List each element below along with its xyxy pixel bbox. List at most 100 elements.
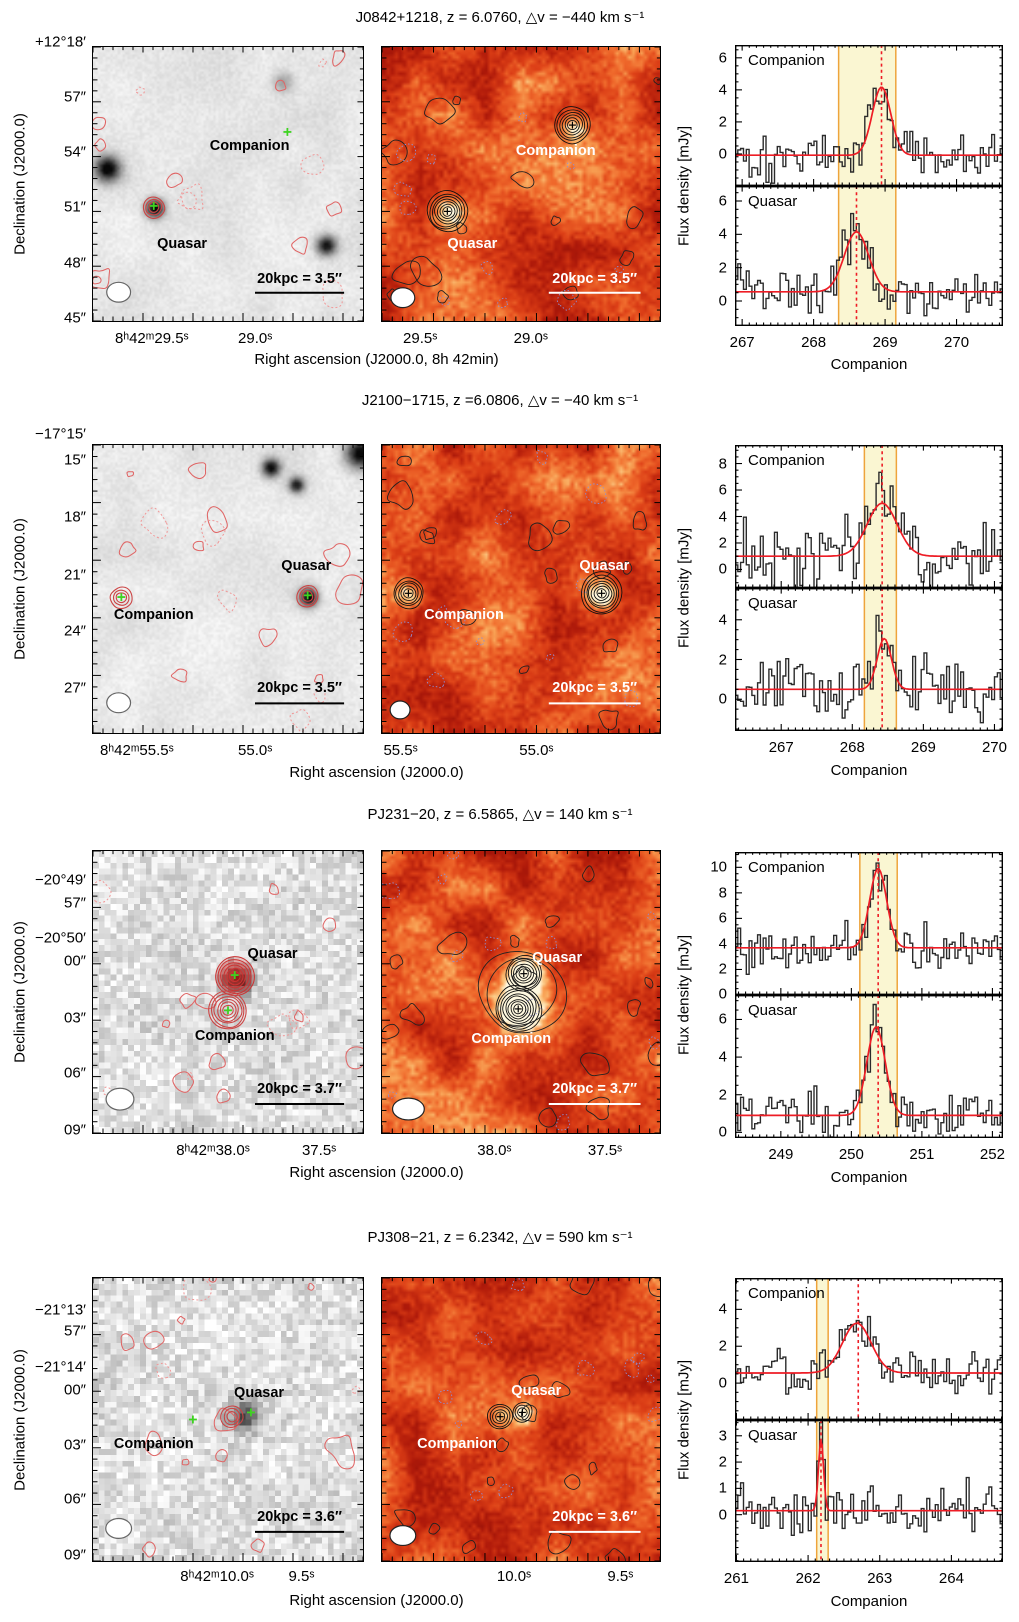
flux-tick-label: 2 (718, 259, 727, 277)
flux-tick-label: 2 (718, 1453, 727, 1471)
dec-tick-label: 00″ (64, 1381, 86, 1399)
dec-tick-label: 09″ (64, 1121, 86, 1139)
dec-tick-label: 06″ (64, 1490, 86, 1508)
ra-tick-label: 8ʰ42ᵐ10.0ˢ (180, 1568, 254, 1585)
quasar-map-label: Quasar (532, 950, 583, 967)
frequency-tick-label: 251 (909, 1146, 935, 1163)
continuum-map-panel: Quasar Companion 20kpc = 3.6″ (381, 1277, 661, 1562)
frequency-tick-label: 261 (723, 1570, 749, 1587)
ra-tick-label: 9.5ˢ (607, 1568, 634, 1585)
flux-tick-label: 0 (718, 560, 727, 578)
flux-tick-label: 8 (718, 455, 727, 473)
frequency-tick-label: 268 (801, 334, 827, 351)
flux-tick-label: 4 (718, 1048, 727, 1066)
optical-image-panel: Quasar Companion 20kpc = 3.5″ (92, 444, 364, 734)
companion-map-label: Companion (417, 1435, 497, 1452)
dec-tick-label: 51″ (64, 198, 86, 216)
map-canvas (382, 445, 660, 733)
row-title: PJ308−21, z = 6.2342, △v = 590 km s⁻¹ (367, 1229, 633, 1246)
dec-tick-label: 15″ (64, 451, 86, 469)
ra-tick-label: 55.5ˢ (383, 742, 418, 759)
spectrum-label-quasar: Quasar (748, 193, 798, 210)
continuum-map-panel: Quasar Companion 20kpc = 3.5″ (381, 444, 661, 734)
spectrum-plot-companion (735, 1278, 1003, 1420)
dec-tick-label: 57″ (64, 1322, 86, 1340)
spectrum-plot-quasar (735, 186, 1003, 326)
dec-tick-label: 24″ (64, 622, 86, 640)
dec-tick-label: −17°15′ (35, 425, 86, 443)
ra-tick-label: 29.0ˢ (238, 330, 273, 347)
flux-tick-label: 0 (718, 292, 727, 310)
dec-axis-label: Declination (J2000.0) (11, 113, 29, 255)
quasar-map-label: Quasar (247, 945, 298, 962)
ra-tick-label: 55.0ˢ (519, 742, 554, 759)
spectra-x-axis-label: Companion (830, 356, 908, 373)
optical-image-panel: Quasar Companion 20kpc = 3.6″ (92, 1277, 364, 1562)
continuum-map-panel: Quasar Companion 20kpc = 3.7″ (381, 850, 661, 1134)
spectra-panel (735, 45, 1003, 326)
scale-bar-label: 20kpc = 3.6″ (257, 1509, 342, 1526)
quasar-map-label: Quasar (511, 1383, 562, 1400)
quasar-map-label: Quasar (447, 236, 498, 253)
scale-bar-label: 20kpc = 3.5″ (257, 680, 342, 697)
frequency-tick-label: 268 (839, 739, 865, 756)
flux-tick-label: 8 (718, 884, 727, 902)
dec-tick-label: 00″ (64, 952, 86, 970)
row-title: J2100−1715, z =6.0806, △v = −40 km s⁻¹ (361, 392, 639, 409)
map-overlay (382, 851, 660, 1133)
dec-tick-label: 21″ (64, 566, 86, 583)
ra-tick-label: 9.5ˢ (288, 1568, 315, 1585)
spectra-panel (735, 852, 1003, 1138)
flux-tick-label: 1 (718, 1479, 727, 1497)
map-overlay (382, 1278, 660, 1561)
row-title: J0842+1218, z = 6.0760, △v = −440 km s⁻¹ (355, 9, 645, 26)
scale-bar-label: 20kpc = 3.6″ (552, 1509, 638, 1526)
flux-tick-label: 2 (718, 651, 727, 668)
spectra-x-axis-label: Companion (830, 1593, 908, 1610)
ra-tick-label: 37.5ˢ (587, 1142, 623, 1159)
flux-tick-label: 6 (718, 1010, 727, 1028)
frequency-tick-label: 249 (768, 1146, 794, 1163)
spectrum-label-companion: Companion (748, 1285, 825, 1302)
optical-image-panel: Companion Quasar 20kpc = 3.5″ (92, 46, 364, 322)
spectrum-label-quasar: Quasar (748, 1427, 798, 1444)
flux-tick-label: 2 (718, 113, 727, 131)
optical-image-panel: Quasar Companion 20kpc = 3.7″ (92, 850, 364, 1134)
companion-map-label: Companion (209, 137, 290, 154)
spectrum-plot-companion (735, 852, 1003, 995)
flux-tick-label: 0 (718, 690, 727, 708)
map-canvas (382, 851, 660, 1133)
spectrum-plot-companion (735, 45, 1003, 186)
dec-tick-label: 09″ (64, 1546, 86, 1564)
flux-tick-label: 0 (718, 985, 727, 1003)
map-canvas (93, 445, 363, 733)
flux-tick-label: 10 (710, 858, 727, 876)
spectrum-label-companion: Companion (748, 52, 825, 69)
flux-tick-label: 4 (718, 1300, 727, 1318)
flux-tick-label: 0 (718, 1506, 727, 1524)
spectrum-plot-quasar (735, 588, 1003, 731)
quasar-map-label: Quasar (281, 557, 332, 574)
row-title: PJ231−20, z = 6.5865, △v = 140 km s⁻¹ (367, 806, 633, 823)
flux-tick-label: 4 (718, 225, 727, 243)
frequency-tick-label: 267 (729, 334, 755, 351)
flux-tick-label: 6 (718, 909, 727, 927)
spectrum-label-companion: Companion (748, 452, 825, 469)
dec-tick-label: 48″ (64, 254, 86, 272)
dec-tick-label: −21°13′ (35, 1301, 86, 1319)
flux-tick-label: 0 (718, 1123, 727, 1141)
scale-bar-label: 20kpc = 3.7″ (257, 1081, 342, 1098)
flux-tick-label: 2 (718, 534, 727, 552)
ra-tick-label: 37.5ˢ (301, 1142, 337, 1159)
quasar-map-label: Quasar (157, 236, 208, 253)
frequency-tick-label: 263 (867, 1570, 893, 1587)
frequency-tick-label: 269 (872, 334, 898, 351)
frequency-tick-label: 264 (938, 1570, 964, 1587)
frequency-tick-label: 267 (768, 739, 794, 756)
frequency-tick-label: 262 (795, 1570, 821, 1587)
companion-map-label: Companion (113, 606, 194, 623)
frequency-tick-label: 252 (979, 1146, 1005, 1163)
companion-map-label: Companion (515, 143, 596, 160)
flux-tick-label: 4 (718, 611, 727, 629)
